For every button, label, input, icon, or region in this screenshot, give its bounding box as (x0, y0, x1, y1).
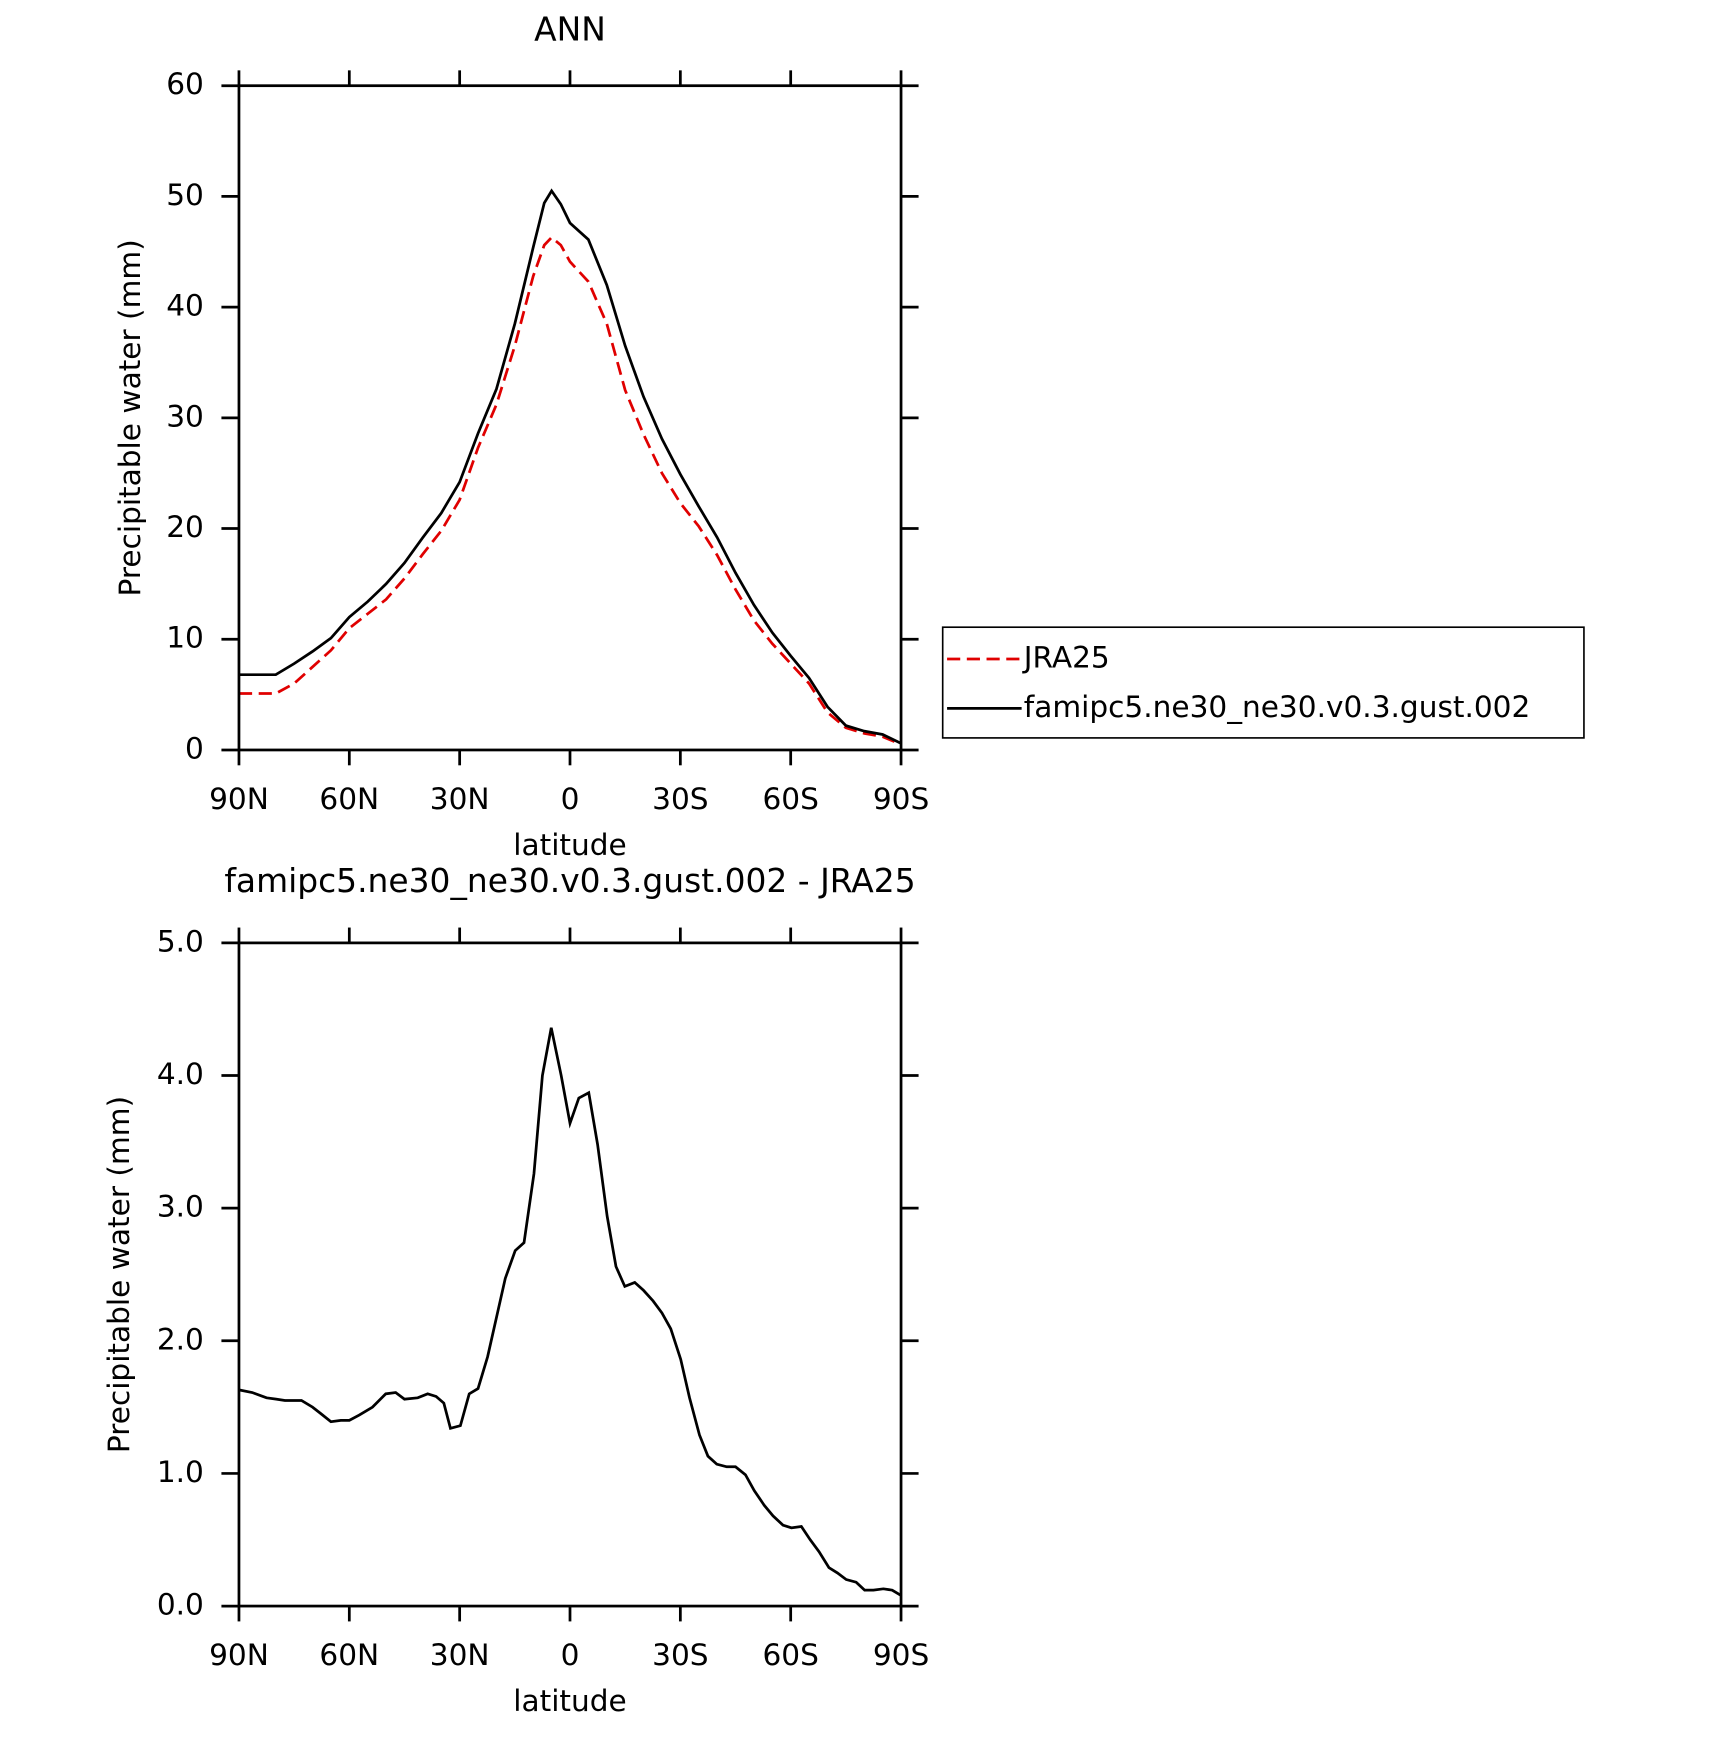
chart: ANN 0 10 20 30 40 50 60 90N 60N 30N 0 30S 60S 90S latit… (113, 9, 1585, 862)
y-tick-label: 5.0 (157, 924, 204, 958)
y-axis-label: Precipitable water (mm) (102, 1096, 136, 1453)
y-axis-label: Precipitable water (mm) (113, 239, 147, 596)
x-tick-label: 60N (319, 782, 379, 816)
x-tick-label: 90S (873, 782, 929, 816)
data-line (238, 1027, 902, 1597)
x-tick-label: 60S (762, 782, 818, 816)
y-tick-label: 30 (166, 399, 204, 433)
data-line (238, 235, 902, 746)
data-line (238, 188, 902, 745)
legend-label: JRA25 (1022, 640, 1110, 674)
y-tick-label: 1.0 (157, 1455, 204, 1489)
legend-label: famipc5.ne30_ne30.v0.3.gust.002 (1024, 690, 1531, 724)
y-tick-label: 40 (166, 289, 204, 323)
chart-title: famipc5.ne30_ne30.v0.3.gust.002 - JRA25 (224, 861, 915, 900)
plot-frame (237, 941, 903, 1608)
legend-box (941, 626, 1585, 739)
y-tick-label: 10 (166, 621, 204, 655)
legend: JRA25 famipc5.ne30_ne30.v0.3.gust.002 (941, 626, 1585, 739)
x-axis-label: latitude (513, 1684, 626, 1718)
x-tick-label: 30N (430, 782, 490, 816)
y-tick-label: 0 (185, 731, 204, 765)
x-axis-label: latitude (513, 828, 626, 862)
x-tick-label: 90N (209, 782, 269, 816)
chart: famipc5.ne30_ne30.v0.3.gust.002 - JRA25 0… (102, 861, 929, 1718)
chart-title: ANN (534, 9, 606, 48)
y-tick-label: 60 (166, 67, 204, 101)
x-tick-label: 60S (762, 1638, 818, 1672)
x-tick-label: 30S (652, 782, 708, 816)
y-tick-label: 2.0 (157, 1322, 204, 1356)
y-tick-label: 3.0 (157, 1190, 204, 1224)
x-tick-label: 90N (209, 1638, 269, 1672)
y-tick-label: 50 (166, 178, 204, 212)
y-tick-label: 4.0 (157, 1057, 204, 1091)
x-tick-label: 90S (873, 1638, 929, 1672)
x-tick-label: 0 (561, 782, 580, 816)
x-tick-label: 60N (319, 1638, 379, 1672)
x-tick-label: 30S (652, 1638, 708, 1672)
x-tick-label: 0 (561, 1638, 580, 1672)
x-tick-label: 30N (430, 1638, 490, 1672)
plot-frame (237, 84, 903, 752)
y-tick-label: 20 (166, 510, 204, 544)
y-tick-label: 0.0 (157, 1588, 204, 1622)
